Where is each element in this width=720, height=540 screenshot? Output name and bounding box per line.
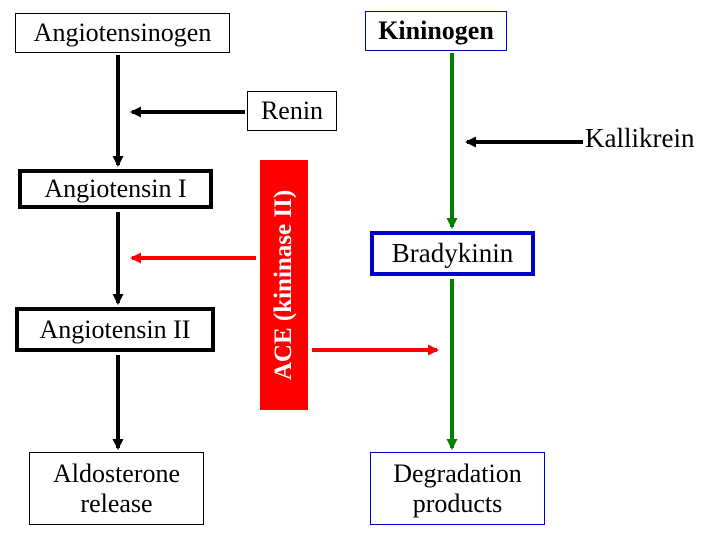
label-renin: Renin	[261, 96, 323, 126]
node-angiotensinogen: Angiotensinogen	[15, 13, 230, 53]
label-angiotensinogen: Angiotensinogen	[34, 18, 212, 48]
node-kininogen: Kininogen	[365, 11, 507, 51]
node-degradation: Degradationproducts	[370, 452, 545, 525]
node-bradykinin: Bradykinin	[370, 231, 535, 276]
label-degradation: Degradationproducts	[393, 459, 522, 519]
label-angiotensin1: Angiotensin I	[44, 174, 186, 204]
node-kallikrein: Kallikrein	[585, 123, 694, 154]
node-angiotensin2: Angiotensin II	[15, 307, 215, 352]
label-kininogen: Kininogen	[378, 16, 494, 46]
label-bradykinin: Bradykinin	[392, 238, 514, 269]
node-aldosterone: Aldosteronerelease	[29, 452, 204, 525]
label-angiotensin2: Angiotensin II	[40, 315, 191, 345]
label-kallikrein: Kallikrein	[585, 123, 694, 153]
label-ace: ACE (kininase II)	[270, 190, 298, 380]
node-renin: Renin	[247, 91, 337, 131]
node-ace: ACE (kininase II)	[260, 160, 308, 410]
node-angiotensin1: Angiotensin I	[18, 169, 213, 209]
label-aldosterone: Aldosteronerelease	[53, 459, 180, 519]
